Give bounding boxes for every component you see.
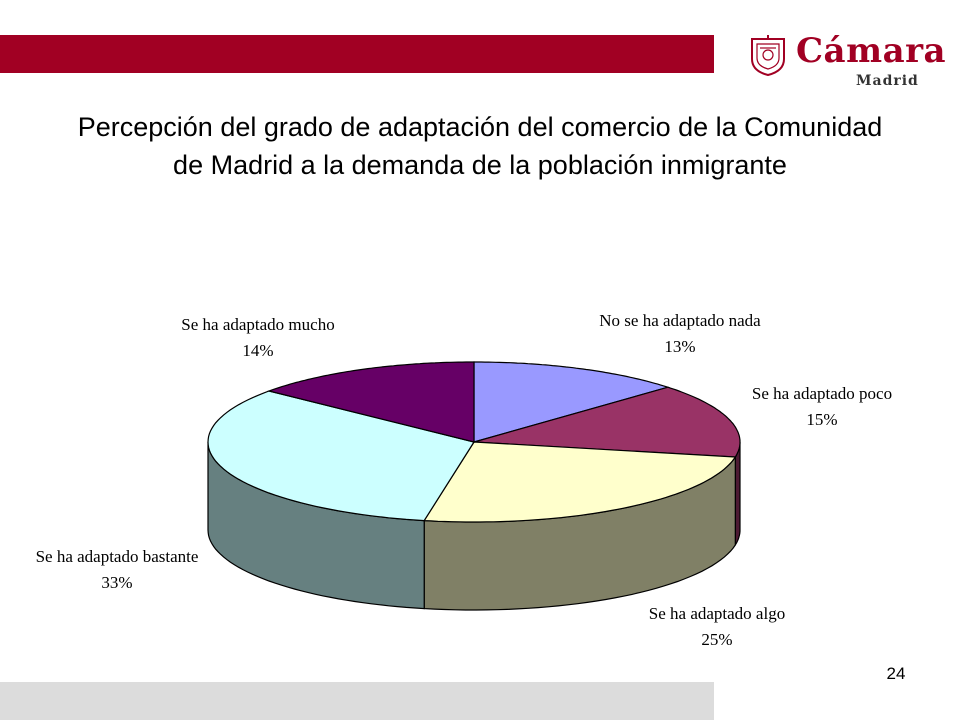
pie-slice-1 (473, 386, 741, 458)
pie-labels: No se ha adaptado nada 13% Se ha adaptado … (36, 311, 893, 649)
pie-sides (207, 441, 741, 611)
slice-label-3: Se ha adaptado bastante (36, 547, 199, 566)
pie-side-1 (734, 442, 741, 546)
camara-seal-icon (751, 35, 785, 77)
brand-name: Cámara (796, 31, 947, 71)
pie-slice-0 (473, 361, 670, 443)
slice-value-0: 13% (664, 337, 695, 356)
slice-value-4: 14% (242, 341, 273, 360)
slice-label-2: Se ha adaptado algo (649, 604, 785, 623)
pie-tops (207, 361, 741, 523)
slide-title: Percepción del grado de adaptación del c… (77, 112, 883, 180)
pie-chart: No se ha adaptado nada 13% Se ha adaptado … (36, 311, 893, 649)
brand-subtitle: Madrid (856, 73, 919, 89)
slice-value-3: 33% (101, 573, 132, 592)
slice-label-1: Se ha adaptado poco (752, 384, 892, 403)
slice-value-1: 15% (806, 410, 837, 429)
slice-value-2: 25% (701, 630, 732, 649)
pie-slice-2 (423, 441, 737, 523)
page-number: 24 (886, 664, 906, 683)
pie-slice-4 (266, 361, 475, 443)
slice-label-0: No se ha adaptado nada (599, 311, 761, 330)
slice-label-4: Se ha adaptado mucho (181, 315, 334, 334)
header-accent-bar (0, 35, 714, 73)
camara-madrid-logo: Cámara Madrid (748, 31, 948, 93)
footer-bar (0, 682, 714, 720)
pie-slice-3 (207, 390, 475, 522)
